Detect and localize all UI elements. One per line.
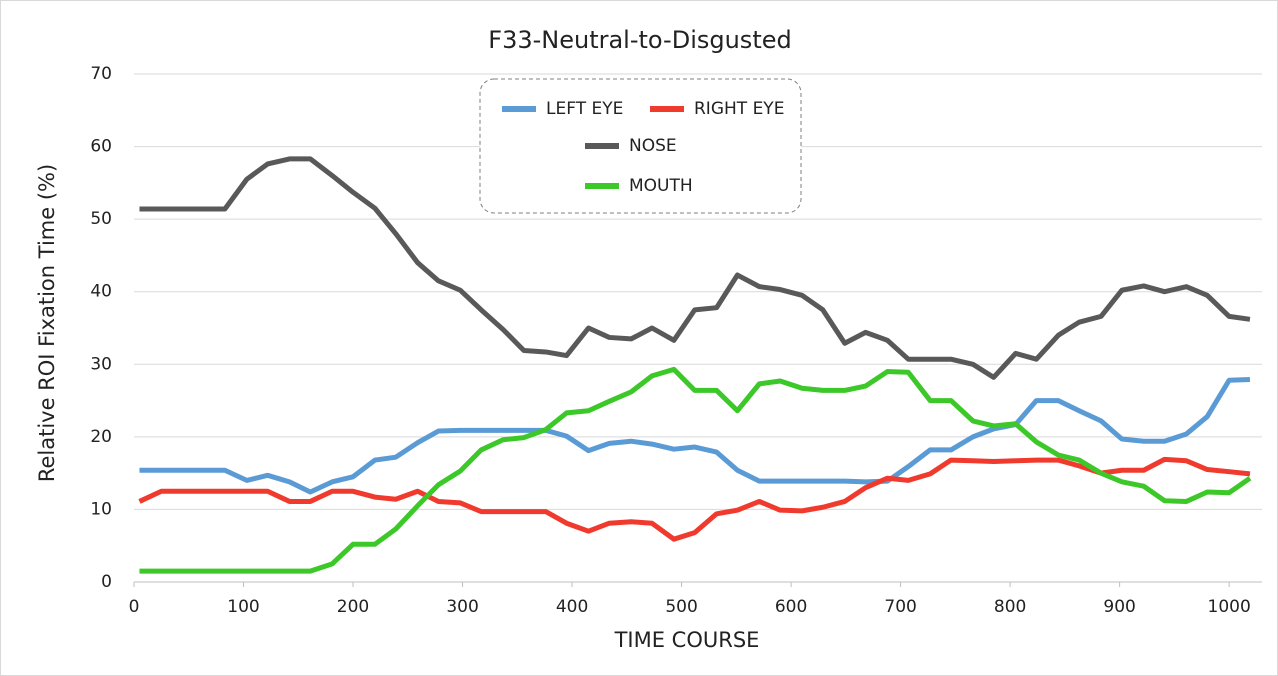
x-tick-label: 800	[994, 597, 1026, 617]
legend-box	[479, 78, 802, 214]
x-tick-label: 700	[884, 597, 916, 617]
series-line	[138, 456, 1251, 542]
x-tick-label: 0	[129, 597, 140, 617]
y-tick-label: 0	[101, 572, 112, 592]
y-tick-label: 20	[90, 427, 112, 447]
x-tick-label: 400	[556, 597, 588, 617]
chart-title: F33-Neutral-to-Disgusted	[488, 26, 791, 54]
legend-label: NOSE	[629, 136, 677, 156]
y-tick-label: 60	[90, 137, 112, 157]
legend-label: MOUTH	[629, 176, 693, 196]
x-axis-title: TIME COURSE	[614, 628, 760, 652]
series-line	[139, 377, 1251, 495]
y-tick-label: 50	[90, 209, 112, 229]
y-tick-label: 30	[90, 354, 112, 374]
x-tick-label: 600	[775, 597, 807, 617]
legend-label: RIGHT EYE	[694, 99, 784, 119]
x-tick-label: 900	[1103, 597, 1135, 617]
y-tick-label: 10	[90, 499, 112, 519]
x-tick-label: 300	[446, 597, 478, 617]
x-tick-label: 100	[227, 597, 259, 617]
series-line	[139, 366, 1252, 574]
legend-label: LEFT EYE	[546, 99, 623, 119]
legend: LEFT EYE RIGHT EYE NOSE MOUTH	[502, 99, 784, 196]
y-tick-label: 40	[90, 282, 112, 302]
x-tick-label: 500	[665, 597, 697, 617]
y-axis-title: Relative ROI Fixation Time (%)	[35, 164, 59, 482]
y-tick-label: 70	[90, 64, 112, 84]
x-tick-label: 1000	[1208, 597, 1251, 617]
series-line	[139, 156, 1251, 380]
x-tick-label: 200	[337, 597, 369, 617]
